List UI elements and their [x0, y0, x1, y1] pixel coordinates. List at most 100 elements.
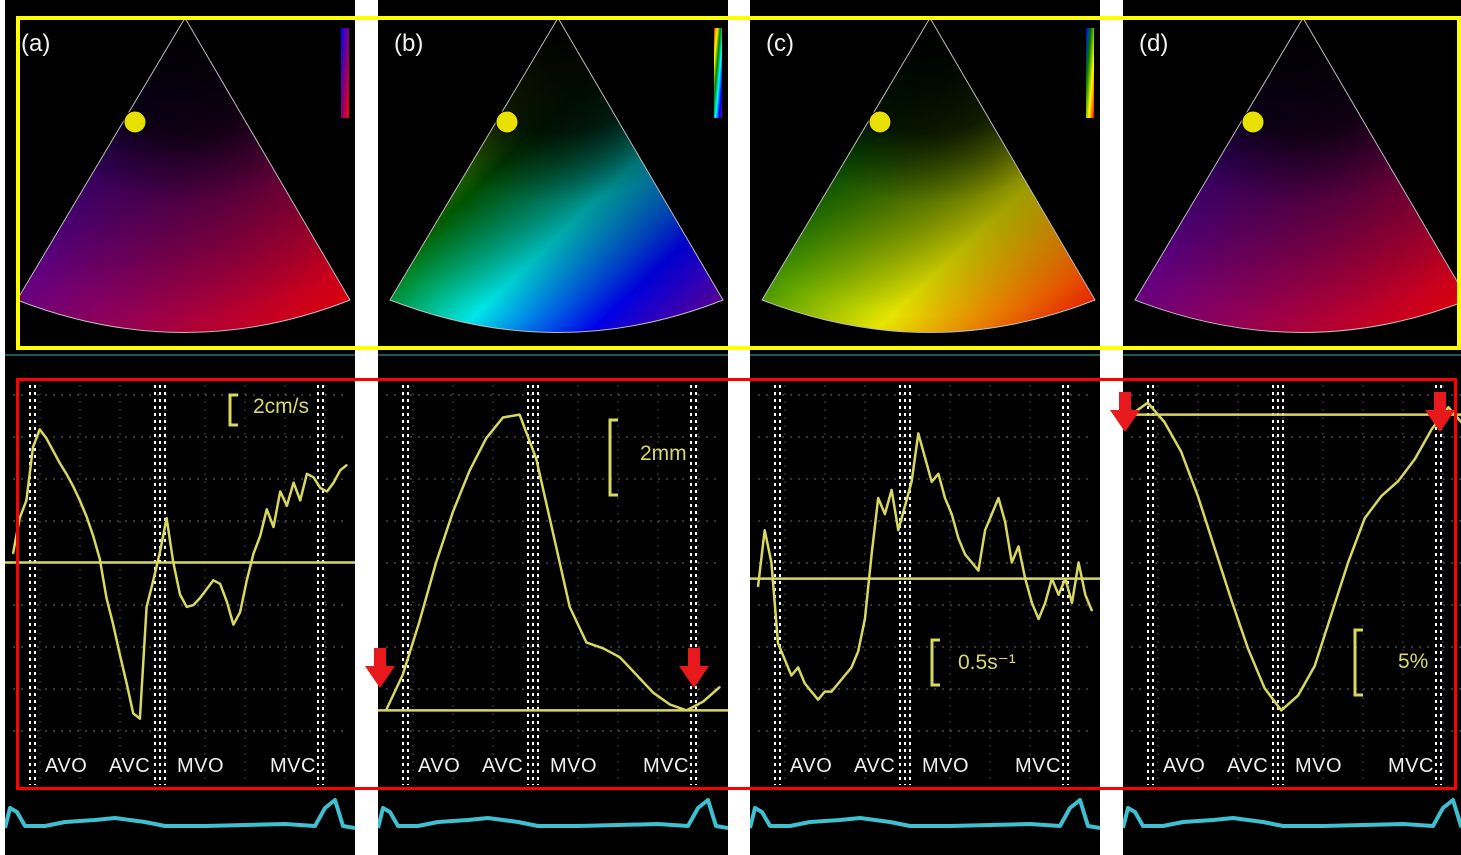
- trace-point: [1017, 545, 1020, 548]
- trace-point: [757, 586, 759, 588]
- cavity-shadow: [762, 18, 1095, 333]
- event-label-mvo: MVO: [922, 755, 970, 777]
- event-label-mvo: MVO: [177, 755, 225, 777]
- trace-point: [1004, 521, 1006, 523]
- trace-point: [585, 641, 587, 644]
- trace-point: [810, 691, 812, 693]
- panel-graphics: [1123, 17, 1461, 829]
- trace-point: [112, 624, 114, 626]
- ecg-trace: [1123, 798, 1461, 829]
- trace-point: [139, 718, 141, 720]
- trace-point: [635, 674, 638, 676]
- trace-point: [266, 508, 268, 510]
- trace-point: [119, 654, 121, 656]
- event-label-mvc: MVC: [643, 755, 689, 777]
- red-arrow-icon: [365, 648, 395, 688]
- trace-point: [452, 511, 454, 513]
- trace-point: [1071, 602, 1073, 604]
- event-label-mvo: MVO: [550, 755, 598, 777]
- event-label-avc: AVC: [109, 755, 151, 777]
- trace-point: [19, 517, 21, 519]
- trace-point: [790, 674, 792, 677]
- panel-label: (b): [394, 30, 424, 57]
- trace-point: [977, 570, 979, 572]
- scale-bracket: [608, 418, 618, 497]
- trace-point: [259, 535, 261, 537]
- event-label-mvo: MVO: [1295, 755, 1343, 777]
- scale-label: 0.5s⁻¹: [958, 651, 1016, 674]
- trace-point: [719, 686, 721, 688]
- trace-point: [319, 487, 321, 489]
- trace-point: [1347, 561, 1349, 564]
- event-label-avo: AVO: [45, 755, 88, 777]
- trace-point: [306, 473, 308, 475]
- trace-point: [232, 624, 234, 626]
- trace-point: [152, 579, 154, 581]
- trace-point: [797, 666, 799, 669]
- trace-point: [286, 505, 288, 507]
- event-label-avo: AVO: [1163, 755, 1206, 777]
- trace-point: [468, 470, 471, 472]
- trace-point: [1447, 406, 1449, 408]
- echo-panel-a: (a) 2cm/s AVO AVC MVO MVC: [5, 0, 355, 855]
- trace-point: [1247, 647, 1249, 649]
- trace-point: [770, 561, 772, 564]
- trace-point: [1078, 561, 1080, 564]
- scale-bracket: [228, 393, 238, 427]
- sample-marker: [868, 110, 892, 134]
- trace-point: [1230, 598, 1232, 601]
- trace-point: [519, 414, 521, 416]
- cavity-shadow: [17, 18, 350, 333]
- trace-point: [702, 700, 704, 703]
- color-scale-bar: [714, 28, 722, 118]
- event-label-mvc: MVC: [1015, 755, 1061, 777]
- panel-label: (d): [1139, 30, 1169, 57]
- trace-point: [105, 597, 108, 599]
- trace-point: [602, 647, 604, 649]
- trace-point: [844, 674, 846, 677]
- trace-point: [1431, 428, 1433, 430]
- trace-point: [346, 464, 348, 466]
- cavity-shadow: [1135, 18, 1461, 333]
- trace-point: [1330, 613, 1332, 615]
- trace-point: [99, 558, 101, 560]
- trace-point: [502, 416, 504, 419]
- trace-point: [199, 597, 201, 599]
- trace-point: [212, 579, 214, 581]
- cavity-shadow: [390, 18, 723, 333]
- trace-point: [891, 489, 893, 491]
- sample-marker: [495, 110, 519, 134]
- trace-point: [1031, 602, 1033, 604]
- trace-point: [166, 517, 168, 519]
- trace-point: [877, 497, 879, 499]
- trace-point: [535, 458, 537, 460]
- trace-point: [132, 712, 134, 715]
- trace-point: [206, 588, 208, 590]
- trace-point: [313, 476, 315, 478]
- sample-marker: [1241, 110, 1265, 134]
- trace-point: [192, 604, 194, 606]
- trace-point: [957, 537, 959, 539]
- trace-point: [997, 497, 1000, 499]
- panel-graphics: [750, 17, 1100, 830]
- trace-point: [485, 437, 487, 439]
- trace-point: [669, 703, 671, 706]
- trace-point: [239, 611, 241, 613]
- trace-point: [569, 606, 571, 608]
- trace-point: [1197, 495, 1199, 497]
- scale-label: 5%: [1398, 650, 1429, 673]
- trace-point: [252, 553, 255, 555]
- trace-point: [65, 473, 67, 475]
- trace-point: [339, 469, 341, 471]
- event-label-mvc: MVC: [270, 755, 316, 777]
- scale-label: 2mm: [640, 442, 687, 465]
- trace-point: [897, 529, 899, 531]
- panel-label: (c): [766, 30, 794, 57]
- ecg-trace: [750, 798, 1100, 830]
- trace-point: [1364, 517, 1366, 519]
- trace-point: [984, 529, 986, 531]
- scale-label: 2cm/s: [253, 395, 310, 418]
- trace-point: [619, 656, 621, 658]
- trace-point: [1091, 610, 1093, 612]
- trace-point: [159, 551, 161, 553]
